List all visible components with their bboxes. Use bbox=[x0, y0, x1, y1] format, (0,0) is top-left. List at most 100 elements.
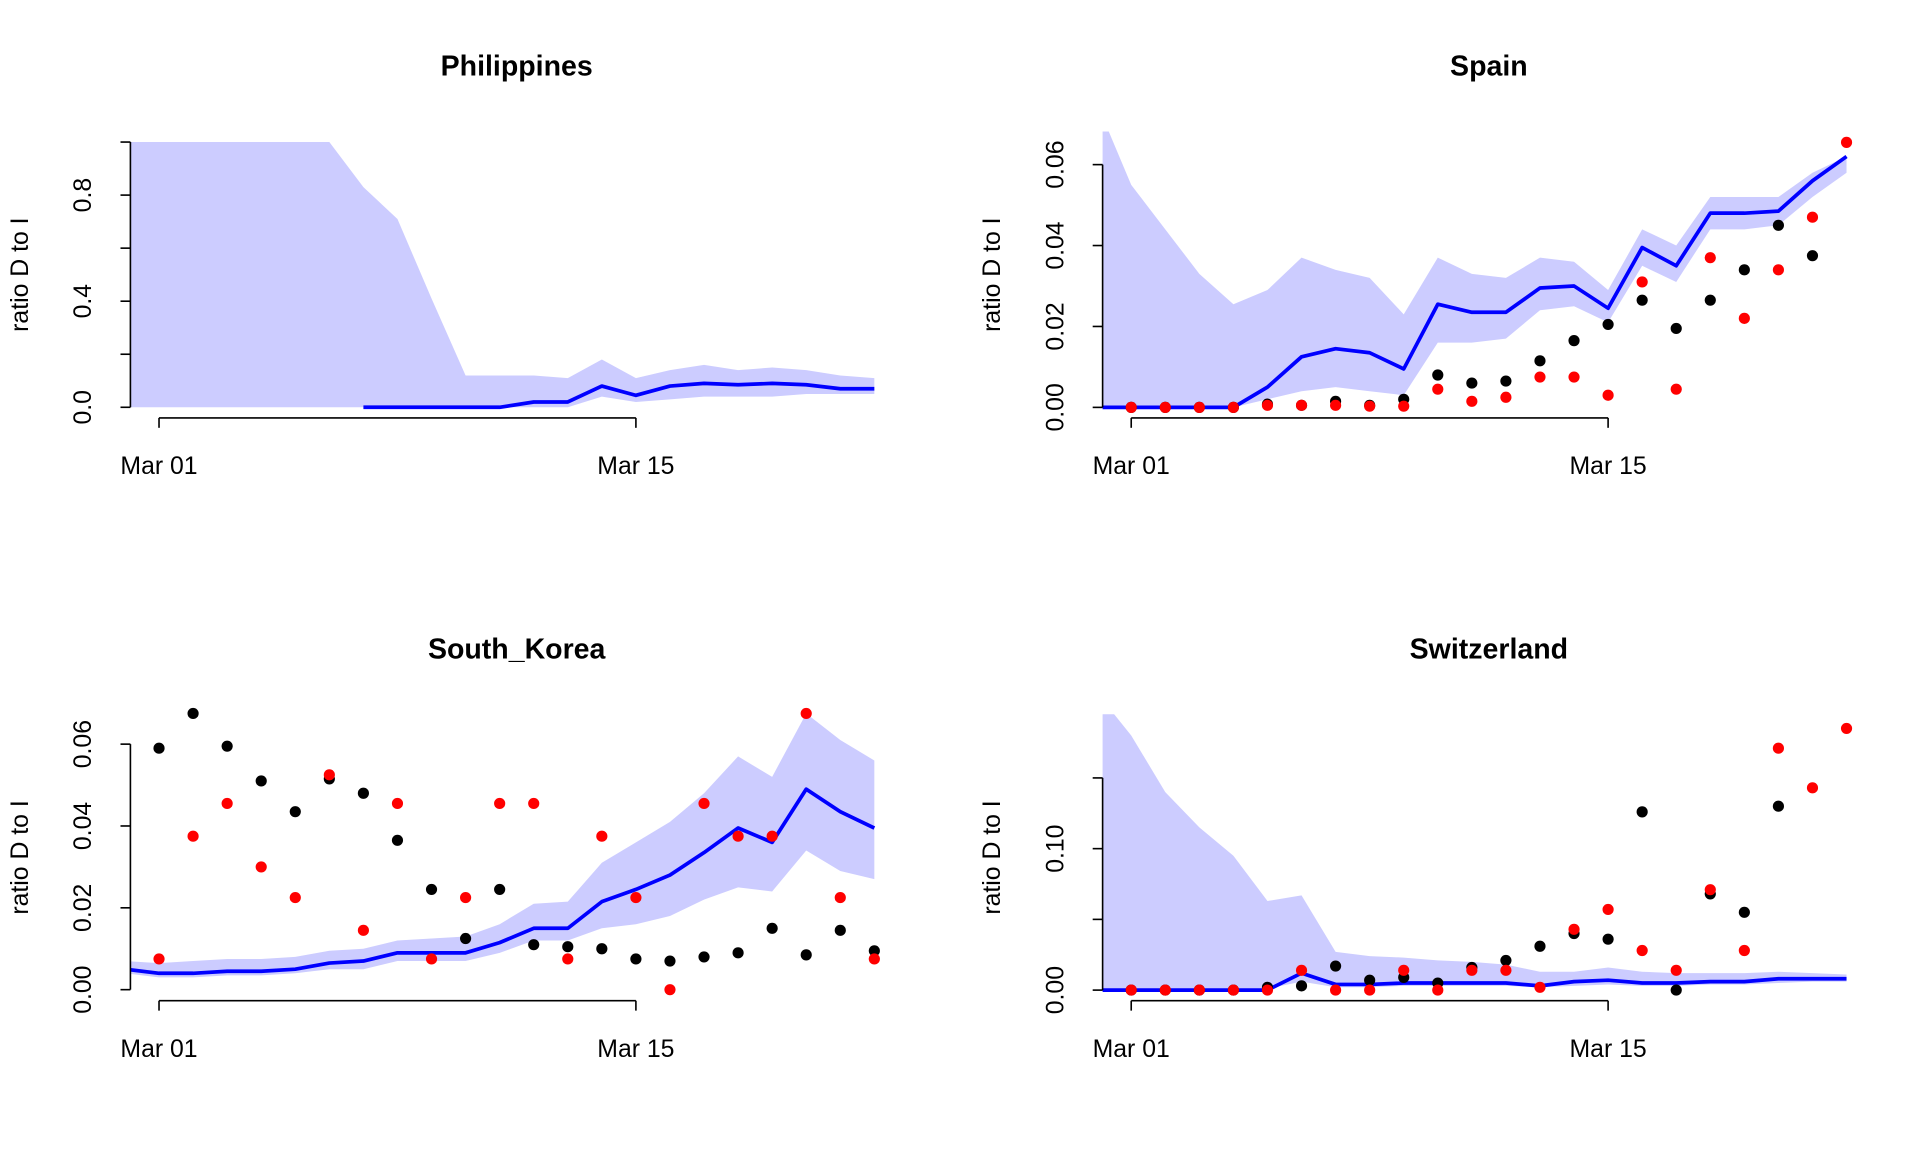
data-point bbox=[766, 922, 778, 934]
data-point bbox=[1806, 250, 1819, 262]
data-point bbox=[1227, 984, 1239, 996]
y-tick-label: 0.4 bbox=[70, 284, 97, 319]
data-point bbox=[1636, 806, 1648, 818]
data-point bbox=[255, 775, 267, 787]
data-point bbox=[1534, 981, 1546, 993]
data-point bbox=[1466, 395, 1478, 407]
data-point bbox=[1772, 264, 1784, 276]
y-tick-label: 0.02 bbox=[1042, 302, 1069, 350]
y-axis-label: ratio D to I bbox=[7, 217, 34, 331]
y-tick-label: 0.0 bbox=[70, 390, 97, 424]
data-point bbox=[1432, 984, 1444, 996]
data-point bbox=[596, 943, 608, 955]
data-point bbox=[1602, 318, 1614, 331]
data-point bbox=[630, 892, 642, 904]
data-point bbox=[391, 834, 404, 846]
confidence-band bbox=[130, 714, 875, 978]
confidence-band bbox=[1102, 131, 1847, 408]
y-tick-label: 0.06 bbox=[70, 720, 97, 768]
data-point bbox=[834, 924, 846, 936]
y-tick-label: 0.04 bbox=[70, 802, 97, 850]
data-point bbox=[289, 892, 301, 904]
chart-title: Spain bbox=[1450, 51, 1528, 83]
data-point bbox=[1432, 369, 1444, 381]
data-point bbox=[1330, 399, 1342, 411]
plot-area bbox=[1102, 131, 1848, 410]
data-point bbox=[1602, 903, 1614, 916]
fit-line bbox=[1102, 155, 1848, 410]
data-point bbox=[1432, 383, 1444, 395]
data-point bbox=[528, 939, 540, 951]
data-point bbox=[187, 707, 199, 720]
data-point bbox=[1636, 276, 1648, 288]
data-point bbox=[1500, 391, 1512, 403]
x-tick-label: Mar 15 bbox=[1570, 453, 1647, 480]
data-point bbox=[153, 953, 165, 965]
plot-area bbox=[130, 142, 875, 410]
panel: Philippines ratio D to I Mar 01 Mar 15 0.0 0.… bbox=[7, 51, 875, 480]
data-point bbox=[1295, 980, 1308, 992]
data-point bbox=[1364, 400, 1376, 412]
data-point bbox=[1840, 136, 1853, 148]
data-point bbox=[868, 945, 880, 957]
data-point bbox=[630, 953, 642, 965]
data-point bbox=[1738, 312, 1750, 324]
data-point bbox=[1125, 401, 1137, 413]
data-point bbox=[1670, 964, 1682, 976]
data-point bbox=[664, 984, 676, 996]
data-point bbox=[460, 932, 472, 945]
data-point bbox=[1364, 984, 1376, 996]
data-point bbox=[289, 806, 301, 818]
data-point bbox=[1295, 964, 1308, 976]
data-point bbox=[1670, 322, 1682, 335]
plot-area bbox=[130, 714, 876, 978]
data-point bbox=[732, 830, 744, 842]
data-point bbox=[1466, 377, 1478, 389]
data-point bbox=[323, 769, 335, 781]
data-point bbox=[664, 955, 676, 967]
data-point bbox=[1193, 401, 1205, 413]
data-point bbox=[596, 830, 608, 842]
data-point bbox=[494, 883, 506, 895]
y-tick-label: 0.8 bbox=[70, 178, 97, 212]
fit-line bbox=[1102, 971, 1847, 992]
data-point bbox=[1772, 219, 1784, 231]
data-point bbox=[800, 707, 812, 720]
chart-title: Switzerland bbox=[1410, 634, 1568, 666]
data-point bbox=[562, 941, 574, 953]
data-point bbox=[425, 953, 438, 965]
data-point bbox=[1806, 211, 1819, 223]
data-point bbox=[1364, 974, 1376, 986]
data-point bbox=[1704, 884, 1716, 896]
data-point bbox=[1125, 984, 1137, 996]
data-point bbox=[1636, 294, 1648, 306]
x-tick-label: Mar 01 bbox=[120, 1036, 197, 1063]
data-point bbox=[494, 797, 506, 810]
data-point bbox=[357, 924, 369, 936]
fit-line bbox=[363, 381, 875, 410]
panel: Switzerland ratio D to I Mar 01 Mar 15 0.00 0… bbox=[979, 634, 1853, 1063]
data-point bbox=[766, 830, 778, 842]
data-point bbox=[1261, 984, 1274, 996]
data-point bbox=[698, 951, 710, 963]
data-point bbox=[834, 892, 846, 904]
data-point bbox=[1295, 399, 1308, 411]
data-point bbox=[1738, 264, 1750, 276]
y-tick-label: 0.00 bbox=[1042, 383, 1069, 431]
data-point bbox=[357, 787, 369, 799]
data-point bbox=[1772, 800, 1784, 812]
data-point bbox=[1398, 964, 1410, 976]
data-point bbox=[1670, 984, 1682, 996]
y-tick-label: 0.04 bbox=[1042, 221, 1069, 269]
data-point bbox=[1704, 252, 1716, 264]
y-tick-label: 0.02 bbox=[70, 884, 97, 932]
data-point bbox=[1330, 960, 1342, 972]
y-axis-label: ratio D to I bbox=[979, 217, 1006, 331]
y-tick-label: 0.06 bbox=[1042, 140, 1069, 188]
data-point bbox=[528, 797, 540, 810]
data-point bbox=[1159, 984, 1171, 996]
confidence-band bbox=[1102, 714, 1847, 991]
